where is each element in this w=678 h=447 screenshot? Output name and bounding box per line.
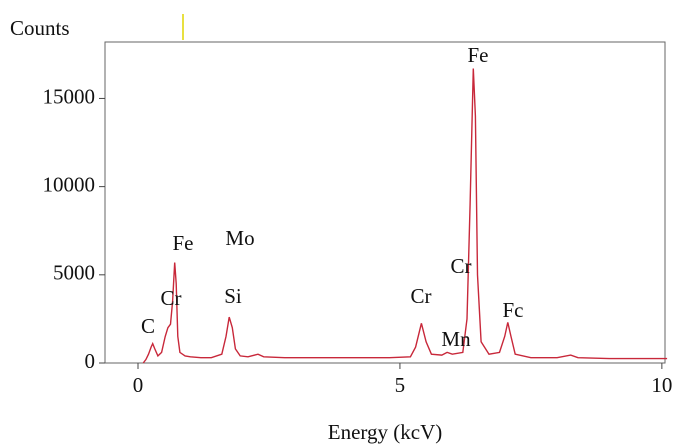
peak-label: Cr	[411, 284, 432, 308]
peak-label: Fc	[503, 298, 524, 322]
peak-label: Cr	[451, 254, 472, 278]
peak-label: Si	[224, 284, 242, 308]
x-tick-label: 10	[651, 373, 672, 397]
peak-label: Cr	[161, 286, 182, 310]
peak-label: Fe	[468, 43, 489, 67]
y-tick-label: 5000	[53, 261, 95, 285]
y-tick-label: 15000	[43, 84, 96, 108]
x-tick-label: 5	[395, 373, 406, 397]
peak-label: Mn	[441, 327, 471, 351]
y-tick-label: 10000	[43, 172, 96, 196]
y-axis-label: Counts	[10, 16, 70, 40]
spectrum-line	[142, 68, 668, 364]
peak-label: Fe	[173, 231, 194, 255]
plot-frame	[104, 41, 666, 364]
peak-label: C	[141, 314, 155, 338]
x-axis-label: Energy (kcV)	[328, 420, 443, 444]
peak-label: Mo	[225, 226, 254, 250]
x-tick-label: 0	[133, 373, 144, 397]
y-tick-label: 0	[85, 349, 96, 373]
